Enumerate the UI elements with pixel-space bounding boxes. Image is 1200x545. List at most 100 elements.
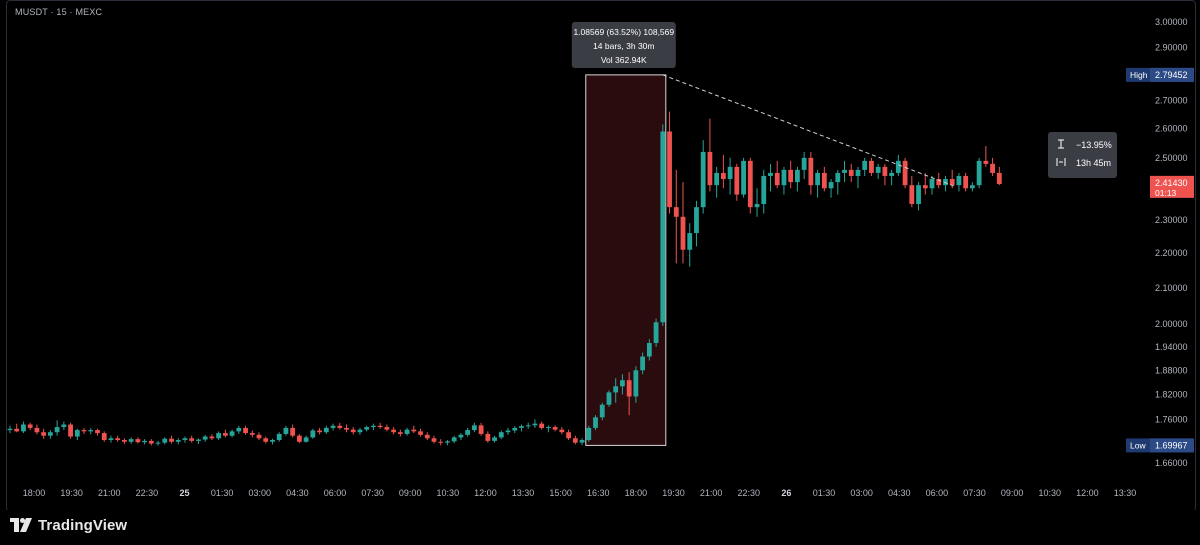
price-tick-label: 1.66000 (1155, 458, 1188, 468)
time-tick-label: 04:30 (888, 488, 911, 498)
candle-body (95, 430, 100, 434)
candle-body (404, 429, 410, 434)
candle-body (7, 428, 13, 431)
time-tick-label: 01:30 (211, 488, 234, 498)
candle-body (599, 404, 605, 418)
candle-body (990, 163, 995, 173)
candle-body (296, 435, 302, 442)
candle-body (303, 437, 309, 442)
price-tick-label: 2.90000 (1155, 42, 1188, 52)
price-tick-label: 1.88000 (1155, 365, 1188, 375)
candle-body (694, 207, 699, 234)
candle-body (471, 425, 477, 431)
candle-body (869, 160, 874, 173)
candle-body (579, 440, 585, 443)
time-range-icon (1056, 158, 1066, 166)
price-tick-label: 2.10000 (1155, 283, 1188, 293)
candle-body (875, 166, 881, 173)
candles-layer (7, 111, 1002, 446)
time-tick-label: 06:00 (324, 488, 347, 498)
candle-body (485, 433, 491, 441)
candle-body (330, 425, 336, 428)
price-tick-label: 1.94000 (1155, 342, 1188, 352)
candle-body (532, 423, 538, 426)
candle-body (929, 179, 935, 189)
symbol-legend[interactable]: MUSDT · 15 · MEXC (15, 7, 103, 17)
candle-body (451, 437, 457, 442)
time-tick-label: 25 (179, 488, 189, 498)
range-box (585, 74, 667, 446)
candle-body (519, 426, 524, 428)
last-price-value: 2.41430 (1155, 178, 1188, 188)
time-tick-label: 10:30 (437, 488, 460, 498)
candle-body (848, 169, 854, 176)
candle-body (660, 131, 666, 323)
candle-body (761, 175, 767, 204)
brand[interactable]: TradingView (10, 515, 127, 535)
candle-body (606, 392, 612, 405)
candle-body (620, 380, 625, 387)
candle-body (512, 427, 518, 431)
high-value-bg (1150, 67, 1194, 82)
time-tick-label: 21:00 (98, 488, 121, 498)
price-tick-label: 2.30000 (1155, 215, 1188, 225)
time-tick-label: 12:00 (1076, 488, 1099, 498)
time-tick-label: 22:30 (738, 488, 761, 498)
candle-body (828, 182, 834, 189)
candle-body (202, 436, 208, 440)
candle-body (781, 169, 787, 186)
candle-body (552, 427, 558, 430)
time-axis: 18:00 19:30 21:00 22:30 25 01:30 03:00 04:30 06:… (23, 488, 1137, 498)
candle-body (754, 203, 760, 208)
candle-body (256, 434, 262, 439)
candle-body (317, 430, 322, 433)
range-tooltip-line: 14 bars, 3h 30m (593, 41, 654, 51)
measure-tooltip-line: 13h 45m (1076, 158, 1111, 168)
candle-body (74, 430, 80, 437)
candle-body (862, 160, 868, 170)
candle-body (169, 438, 174, 442)
time-tick-label: 19:30 (662, 488, 685, 498)
candle-body (357, 429, 363, 433)
candle-body (34, 427, 40, 433)
time-tick-label: 09:00 (399, 488, 422, 498)
low-label: Low (1130, 440, 1146, 450)
candle-body (216, 433, 222, 439)
price-tick-label: 1.76000 (1155, 414, 1188, 424)
candle-body (371, 425, 376, 428)
candle-body (633, 370, 639, 397)
candle-body (465, 430, 471, 435)
candle-body (135, 439, 141, 443)
candle-body (956, 175, 962, 186)
candle-body (936, 179, 942, 186)
time-tick-label: 26 (781, 488, 791, 498)
range-tooltip (571, 22, 676, 68)
candle-body (653, 322, 659, 344)
candlestick-chart[interactable]: 1.08569 (63.52%) 108,569 14 bars, 3h 30m V… (0, 0, 1200, 510)
price-tick-label: 2.00000 (1155, 319, 1188, 329)
candle-body (384, 427, 390, 430)
candle-body (667, 131, 672, 208)
candle-body (397, 432, 403, 434)
candle-body (916, 185, 921, 204)
candle-body (855, 169, 861, 176)
candle-body (559, 429, 565, 433)
candle-body (458, 434, 464, 438)
candle-body (424, 434, 430, 439)
trend-line (662, 74, 954, 187)
time-tick-label: 04:30 (286, 488, 309, 498)
candle-body (727, 166, 733, 180)
candle-body (243, 427, 248, 434)
candle-body (182, 438, 188, 441)
candle-body (41, 432, 47, 436)
price-tick-label: 3.00000 (1155, 17, 1188, 27)
time-tick-label: 06:00 (926, 488, 949, 498)
candle-body (922, 185, 928, 189)
candle-body (969, 185, 975, 189)
range-box-layer (585, 74, 667, 446)
candle-body (364, 427, 370, 430)
candle-body (101, 433, 107, 441)
candle-body (707, 151, 713, 186)
price-tick-label: 2.60000 (1155, 124, 1188, 134)
candle-body (646, 343, 652, 357)
